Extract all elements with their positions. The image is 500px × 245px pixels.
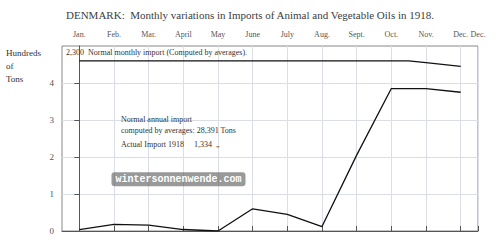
svg-text:Dec.: Dec. bbox=[453, 30, 468, 39]
svg-text:April: April bbox=[175, 30, 193, 39]
svg-text:Actual Import 1918 1,334: Actual Import 1918 1,334 „ bbox=[121, 140, 220, 149]
svg-text:Feb.: Feb. bbox=[107, 30, 121, 39]
svg-text:wintersonnenwende.com: wintersonnenwende.com bbox=[115, 174, 241, 185]
svg-text:Hundreds: Hundreds bbox=[6, 48, 41, 58]
svg-text:of: of bbox=[6, 61, 14, 71]
svg-text:July: July bbox=[281, 30, 294, 39]
svg-text:June: June bbox=[245, 30, 260, 39]
svg-text:Sept.: Sept. bbox=[349, 30, 365, 39]
svg-text:Mar.: Mar. bbox=[141, 30, 156, 39]
svg-text:May: May bbox=[211, 30, 226, 39]
svg-text:1: 1 bbox=[50, 189, 55, 199]
svg-text:Aug.: Aug. bbox=[314, 30, 330, 39]
svg-text:2,300 Normal monthly import (: 2,300 Normal monthly import (Computed by… bbox=[66, 48, 247, 57]
svg-text:Normal annual import: Normal annual import bbox=[121, 115, 193, 124]
svg-text:Dec.: Dec. bbox=[471, 30, 486, 39]
svg-text:Jan.: Jan. bbox=[73, 30, 86, 39]
svg-text:2: 2 bbox=[50, 152, 55, 162]
svg-text:4: 4 bbox=[50, 78, 55, 88]
svg-text:Tons: Tons bbox=[6, 74, 24, 84]
svg-text:computed by averages: 28,391 T: computed by averages: 28,391 Tons bbox=[121, 126, 236, 135]
svg-text:DENMARK: Monthly variations i: DENMARK: Monthly variations in Imports o… bbox=[66, 9, 434, 21]
svg-text:3: 3 bbox=[50, 115, 55, 125]
svg-text:Nov.: Nov. bbox=[418, 30, 433, 39]
svg-text:Oct.: Oct. bbox=[385, 30, 399, 39]
svg-text:0: 0 bbox=[50, 226, 55, 236]
